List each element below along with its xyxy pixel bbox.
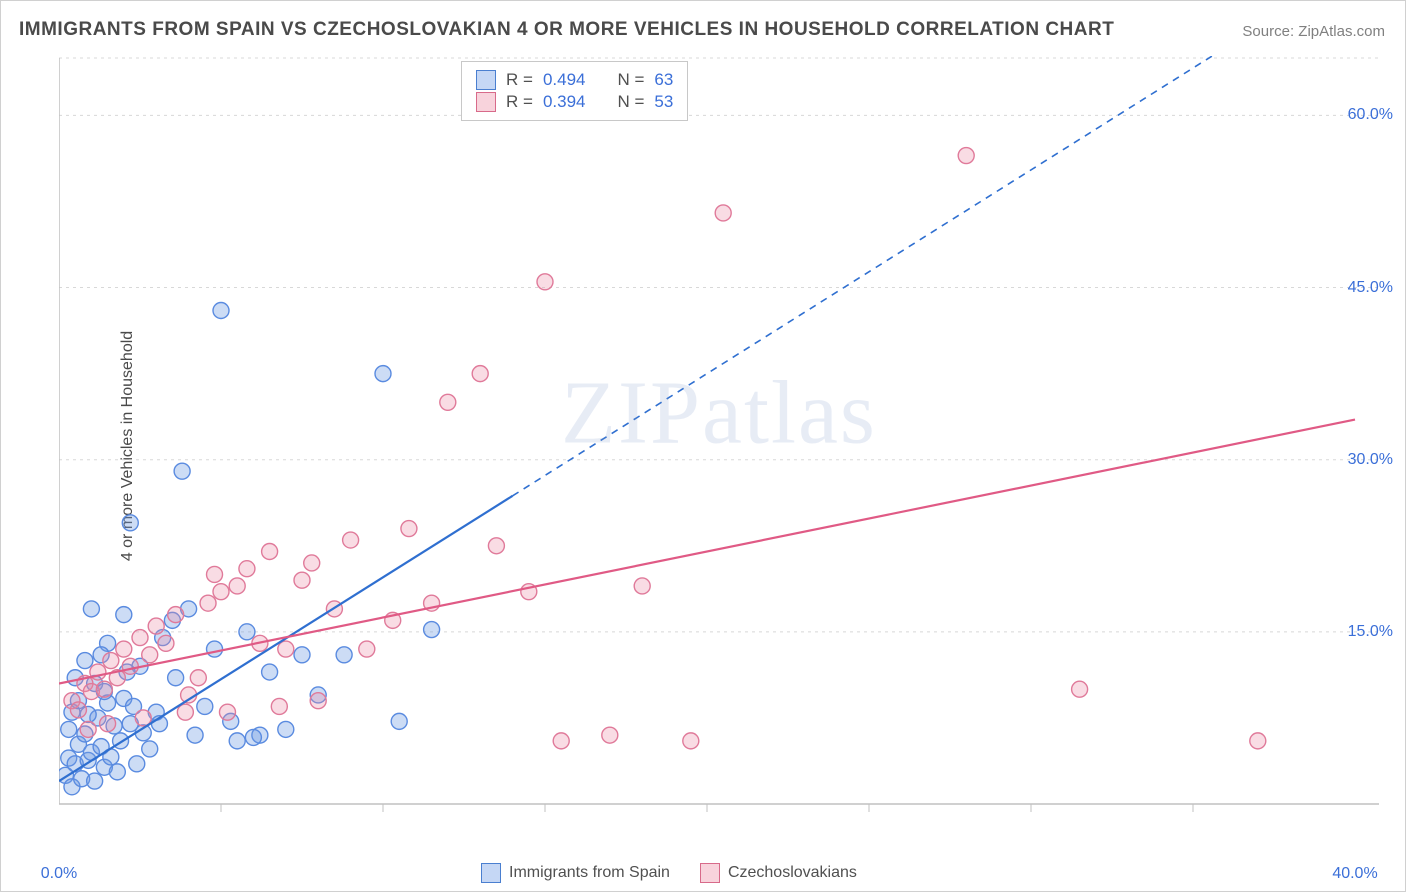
legend-row-pink: R = 0.394 N = 53 xyxy=(476,92,673,112)
y-tick-label: 30.0% xyxy=(1348,451,1393,469)
legend-label-blue: Immigrants from Spain xyxy=(509,864,670,882)
n-label: N = xyxy=(617,70,644,90)
chart-container: IMMIGRANTS FROM SPAIN VS CZECHOSLOVAKIAN… xyxy=(0,0,1406,892)
legend-item-blue: Immigrants from Spain xyxy=(481,863,670,883)
y-tick-label: 60.0% xyxy=(1348,106,1393,124)
source-attribution: Source: ZipAtlas.com xyxy=(1242,23,1385,40)
source-label: Source: xyxy=(1242,23,1294,40)
plot-area: ZIPatlas xyxy=(59,56,1379,831)
x-tick-label: 40.0% xyxy=(1332,865,1377,883)
legend-item-pink: Czechoslovakians xyxy=(700,863,857,883)
n-value-pink: 53 xyxy=(654,92,673,112)
n-label: N = xyxy=(617,92,644,112)
series-legend: Immigrants from Spain Czechoslovakians xyxy=(481,863,857,883)
swatch-blue-icon xyxy=(476,70,496,90)
chart-title: IMMIGRANTS FROM SPAIN VS CZECHOSLOVAKIAN… xyxy=(19,19,1114,41)
scatter-plot-svg xyxy=(59,56,1379,831)
swatch-pink-icon xyxy=(476,92,496,112)
r-value-pink: 0.394 xyxy=(543,92,586,112)
legend-label-pink: Czechoslovakians xyxy=(728,864,857,882)
source-link[interactable]: ZipAtlas.com xyxy=(1298,23,1385,40)
x-tick-label: 0.0% xyxy=(41,865,77,883)
swatch-pink-icon xyxy=(700,863,720,883)
swatch-blue-icon xyxy=(481,863,501,883)
y-tick-label: 15.0% xyxy=(1348,623,1393,641)
r-value-blue: 0.494 xyxy=(543,70,586,90)
y-tick-label: 45.0% xyxy=(1348,279,1393,297)
r-label: R = xyxy=(506,70,533,90)
r-label: R = xyxy=(506,92,533,112)
correlation-legend: R = 0.494 N = 63 R = 0.394 N = 53 xyxy=(461,61,688,121)
legend-row-blue: R = 0.494 N = 63 xyxy=(476,70,673,90)
n-value-blue: 63 xyxy=(654,70,673,90)
